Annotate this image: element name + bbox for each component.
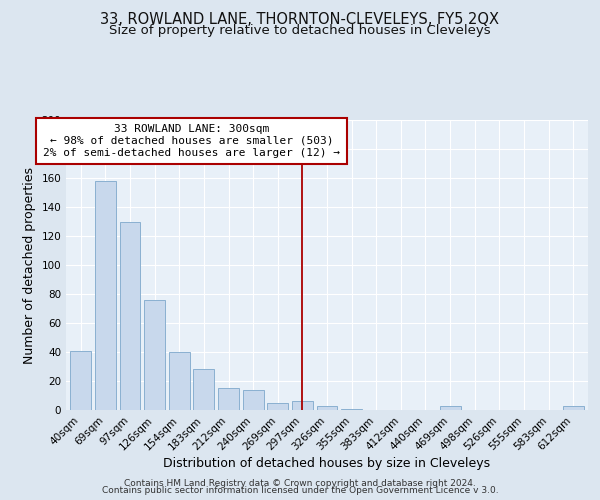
Bar [563,406,584,410]
Bar [440,406,461,410]
Y-axis label: Number of detached properties: Number of detached properties [23,166,36,364]
Bar [70,350,91,410]
Text: Size of property relative to detached houses in Cleveleys: Size of property relative to detached ho… [109,24,491,37]
Bar [341,408,362,410]
Bar [144,300,165,410]
Text: 33 ROWLAND LANE: 300sqm
← 98% of detached houses are smaller (503)
2% of semi-de: 33 ROWLAND LANE: 300sqm ← 98% of detache… [43,124,340,158]
Bar [292,402,313,410]
Text: Contains public sector information licensed under the Open Government Licence v : Contains public sector information licen… [101,486,499,495]
Bar [267,403,288,410]
Bar [317,406,337,410]
Bar [119,222,140,410]
Bar [95,181,116,410]
Bar [169,352,190,410]
Bar [193,370,214,410]
X-axis label: Distribution of detached houses by size in Cleveleys: Distribution of detached houses by size … [163,458,491,470]
Bar [218,388,239,410]
Text: Contains HM Land Registry data © Crown copyright and database right 2024.: Contains HM Land Registry data © Crown c… [124,478,476,488]
Bar [242,390,263,410]
Text: 33, ROWLAND LANE, THORNTON-CLEVELEYS, FY5 2QX: 33, ROWLAND LANE, THORNTON-CLEVELEYS, FY… [101,12,499,28]
